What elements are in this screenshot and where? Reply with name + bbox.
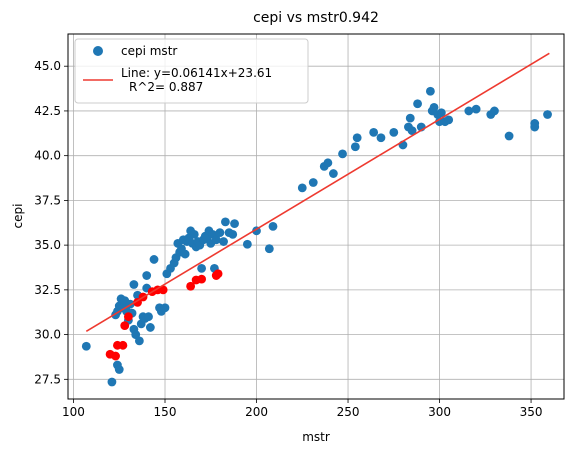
data-point bbox=[471, 104, 481, 114]
data-point bbox=[242, 239, 252, 249]
data-point bbox=[180, 249, 190, 259]
data-point bbox=[120, 321, 130, 331]
data-point bbox=[158, 285, 168, 295]
x-tick-label: 250 bbox=[337, 405, 360, 419]
chart-title: cepi vs mstr0.942 bbox=[253, 10, 379, 26]
data-point bbox=[543, 110, 552, 119]
data-point bbox=[219, 237, 228, 246]
data-point bbox=[407, 126, 417, 136]
data-point bbox=[328, 169, 338, 178]
y-tick-label: 27.5 bbox=[34, 372, 61, 386]
data-point bbox=[189, 229, 199, 239]
data-point bbox=[425, 86, 435, 96]
data-point bbox=[160, 303, 170, 313]
data-point bbox=[197, 263, 207, 273]
x-tick-label: 350 bbox=[520, 405, 543, 419]
y-tick-label: 37.5 bbox=[34, 193, 61, 207]
data-point bbox=[111, 351, 120, 361]
data-point bbox=[81, 341, 91, 351]
data-point bbox=[145, 323, 155, 332]
fit-line bbox=[85, 52, 550, 333]
data-point bbox=[211, 235, 221, 245]
y-tick-label: 45.0 bbox=[34, 59, 61, 73]
data-point bbox=[186, 281, 196, 291]
data-point bbox=[308, 178, 318, 187]
legend-marker-scatter bbox=[93, 46, 103, 56]
data-point bbox=[213, 269, 223, 279]
data-point bbox=[338, 149, 347, 159]
data-point bbox=[264, 244, 274, 254]
data-point bbox=[149, 255, 159, 264]
data-point bbox=[118, 340, 128, 350]
data-point bbox=[350, 142, 360, 152]
data-point bbox=[197, 274, 207, 284]
highlight-points-series bbox=[105, 269, 223, 361]
data-point bbox=[464, 106, 474, 116]
data-point bbox=[429, 102, 439, 112]
axes-frame bbox=[67, 33, 565, 400]
data-point bbox=[490, 106, 499, 116]
x-tick-label: 100 bbox=[62, 405, 85, 419]
x-tick-label: 300 bbox=[428, 405, 451, 419]
y-tick-label: 40.0 bbox=[34, 149, 61, 163]
scatter-points-series bbox=[81, 86, 552, 387]
data-point bbox=[405, 113, 415, 123]
y-tick-label: 30.0 bbox=[34, 328, 61, 342]
data-point bbox=[215, 228, 225, 238]
data-point bbox=[504, 131, 514, 141]
legend-label-scatter: cepi mstr bbox=[121, 44, 177, 58]
y-tick-label: 32.5 bbox=[34, 283, 61, 297]
data-point bbox=[530, 122, 540, 132]
data-point bbox=[436, 108, 446, 118]
legend-label-fit-line-2: R^2= 0.887 bbox=[129, 80, 203, 94]
data-point bbox=[114, 365, 124, 374]
data-point bbox=[323, 158, 333, 168]
legend: cepi mstr Line: y=0.06141x+23.61 R^2= 0.… bbox=[74, 38, 309, 104]
x-tick-label: 200 bbox=[245, 405, 268, 419]
data-point bbox=[376, 133, 386, 143]
legend-label-fit-line-1: Line: y=0.06141x+23.61 bbox=[121, 66, 272, 80]
data-point bbox=[228, 229, 238, 239]
x-axis-ticks: 100 150 200 250 300 350 bbox=[62, 399, 543, 419]
data-point bbox=[297, 183, 307, 193]
data-point bbox=[413, 99, 422, 109]
x-axis-label: mstr bbox=[302, 430, 330, 444]
data-point bbox=[369, 128, 379, 137]
data-point bbox=[142, 271, 152, 280]
data-point bbox=[268, 221, 278, 231]
data-point bbox=[230, 219, 239, 229]
data-point bbox=[134, 336, 144, 346]
data-point bbox=[221, 217, 230, 227]
data-point bbox=[444, 115, 454, 125]
data-point bbox=[144, 312, 153, 322]
plot-area bbox=[81, 52, 552, 387]
legend-box bbox=[74, 38, 309, 104]
x-tick-label: 150 bbox=[154, 405, 177, 419]
data-point bbox=[123, 312, 133, 322]
y-tick-label: 42.5 bbox=[34, 104, 61, 118]
y-axis-ticks: 27.5 30.0 32.5 35.0 37.5 40.0 42.5 45.0 bbox=[34, 59, 68, 386]
data-point bbox=[389, 128, 399, 137]
data-point bbox=[107, 377, 117, 387]
data-point bbox=[129, 280, 139, 289]
y-tick-label: 35.0 bbox=[34, 238, 61, 252]
data-point bbox=[352, 133, 362, 143]
y-axis-label: cepi bbox=[11, 204, 25, 229]
